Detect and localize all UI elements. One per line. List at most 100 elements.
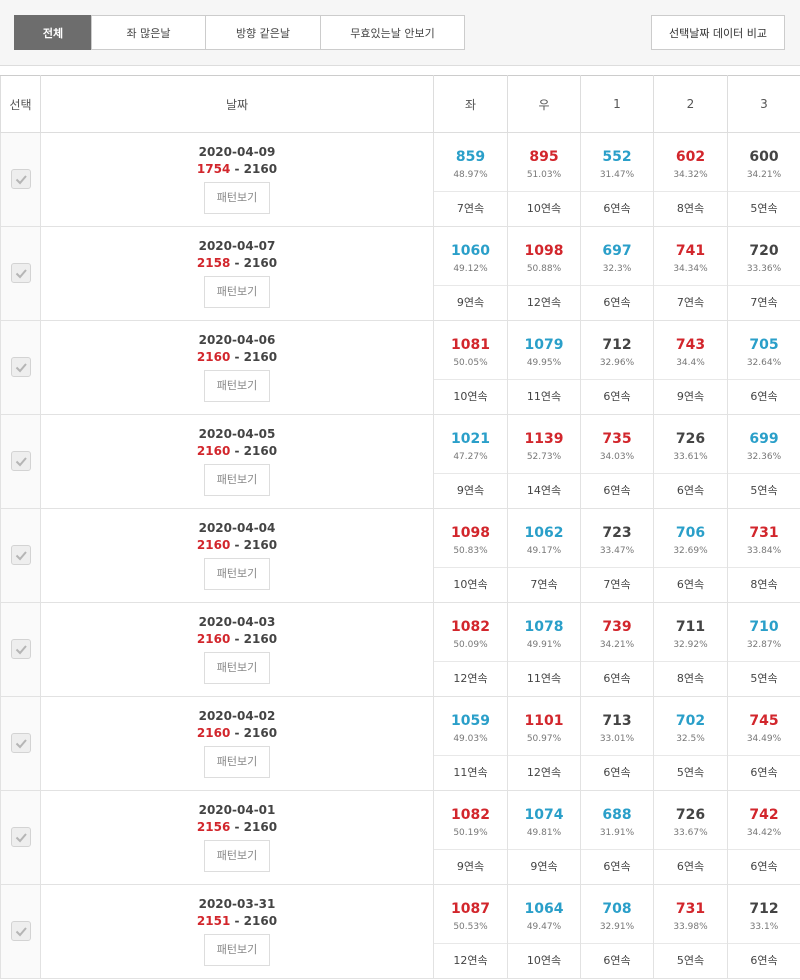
stat-streak: 5연속 — [750, 484, 778, 497]
check-icon — [15, 268, 27, 278]
pattern-button[interactable]: 패턴보기 — [204, 934, 270, 966]
stat-streak: 12연속 — [526, 296, 562, 309]
pattern-button[interactable]: 패턴보기 — [204, 840, 270, 872]
stat-value: 1078 — [524, 619, 564, 635]
stat-streak: 11연속 — [526, 390, 562, 403]
stat-percent: 34.21% — [599, 640, 635, 650]
stat-streak: 9연속 — [456, 484, 485, 497]
check-icon — [15, 362, 27, 372]
stat-percent: 49.91% — [526, 640, 562, 650]
stat-value: 741 — [675, 243, 706, 259]
date-cell: 2020-04-05 2160 - 2160 패턴보기 — [40, 414, 434, 509]
stat-percent: 32.92% — [673, 640, 708, 650]
stat-percent: 32.96% — [599, 358, 635, 368]
checkbox[interactable] — [10, 920, 31, 941]
count: 2160 — [196, 350, 231, 364]
stat-cell: 1062 49.17% 7연속 — [507, 508, 581, 603]
stat-streak: 6연속 — [603, 672, 631, 685]
stat-top: 745 34.49% — [728, 697, 800, 756]
stat-value: 1059 — [451, 713, 490, 729]
date-cell: 2020-04-06 2160 - 2160 패턴보기 — [40, 320, 434, 415]
stat-top: 600 34.21% — [728, 133, 800, 192]
stat-percent: 49.81% — [526, 828, 562, 838]
column-header: 2 — [653, 75, 728, 133]
pattern-button[interactable]: 패턴보기 — [204, 370, 270, 402]
stat-streak: 10연속 — [453, 390, 488, 403]
pattern-button[interactable]: 패턴보기 — [204, 746, 270, 778]
checkbox[interactable] — [10, 262, 31, 283]
stat-cell: 726 33.61% 6연속 — [653, 414, 728, 509]
stat-streak: 10연속 — [526, 202, 562, 215]
stat-streak: 8연속 — [676, 672, 705, 685]
checkbox[interactable] — [10, 826, 31, 847]
range: 2160 - 2160 — [41, 350, 433, 364]
stat-cell: 602 34.32% 8연속 — [653, 132, 728, 227]
total: 2160 — [243, 538, 278, 552]
stat-cell: 708 32.91% 6연속 — [580, 884, 654, 979]
stat-percent: 50.97% — [526, 734, 562, 744]
stat-value: 726 — [675, 807, 706, 823]
pattern-button[interactable]: 패턴보기 — [204, 558, 270, 590]
compare-button[interactable]: 선택날짜 데이터 비교 — [651, 15, 785, 50]
date-cell: 2020-04-07 2158 - 2160 패턴보기 — [40, 226, 434, 321]
stat-value: 735 — [602, 431, 632, 447]
stat-cell: 726 33.67% 6연속 — [653, 790, 728, 885]
stat-streak: 7연속 — [530, 578, 558, 591]
tab[interactable]: 전체 — [14, 15, 92, 50]
stat-cell: 1098 50.88% 12연속 — [507, 226, 581, 321]
checkbox[interactable] — [10, 356, 31, 377]
pattern-button[interactable]: 패턴보기 — [204, 652, 270, 684]
stat-top: 742 34.42% — [728, 791, 800, 850]
stat-value: 859 — [455, 149, 486, 165]
stat-percent: 48.97% — [453, 170, 488, 180]
stat-streak: 6연속 — [750, 860, 778, 873]
stat-cell: 1082 50.09% 12연속 — [433, 602, 508, 697]
date-cell: 2020-04-02 2160 - 2160 패턴보기 — [40, 696, 434, 791]
stat-streak: 5연속 — [676, 766, 705, 779]
stat-percent: 32.36% — [746, 452, 782, 462]
stat-cell: 1079 49.95% 11연속 — [507, 320, 581, 415]
date: 2020-04-06 — [198, 333, 276, 347]
stat-cell: 712 32.96% 6연속 — [580, 320, 654, 415]
checkbox[interactable] — [10, 450, 31, 471]
stat-streak: 6연속 — [750, 954, 778, 967]
checkbox[interactable] — [10, 732, 31, 753]
stat-cell: 1101 50.97% 12연속 — [507, 696, 581, 791]
checkbox[interactable] — [10, 638, 31, 659]
stat-value: 1081 — [451, 337, 490, 353]
stat-cell: 742 34.42% 6연속 — [727, 790, 800, 885]
stat-cell: 699 32.36% 5연속 — [727, 414, 800, 509]
stat-streak: 7연속 — [750, 296, 778, 309]
pattern-button[interactable]: 패턴보기 — [204, 182, 270, 214]
total: 2160 — [243, 162, 278, 176]
checkbox[interactable] — [10, 544, 31, 565]
stat-percent: 33.84% — [746, 546, 782, 556]
stat-percent: 49.47% — [526, 922, 562, 932]
pattern-button[interactable]: 패턴보기 — [204, 276, 270, 308]
stat-cell: 1098 50.83% 10연속 — [433, 508, 508, 603]
stat-streak: 9연속 — [676, 390, 705, 403]
stat-streak: 6연속 — [603, 296, 631, 309]
pattern-button[interactable]: 패턴보기 — [204, 464, 270, 496]
checkbox[interactable] — [10, 168, 31, 189]
stat-top: 697 32.3% — [581, 227, 653, 286]
tab[interactable]: 좌 많은날 — [91, 15, 206, 50]
tab[interactable]: 방향 같은날 — [205, 15, 321, 50]
range: 2151 - 2160 — [41, 914, 433, 928]
stat-top: 1081 50.05% — [434, 321, 507, 380]
stat-top: 1079 49.95% — [508, 321, 580, 380]
stat-percent: 49.03% — [453, 734, 488, 744]
stat-streak: 6연속 — [750, 390, 778, 403]
stat-cell: 735 34.03% 6연속 — [580, 414, 654, 509]
stat-value: 745 — [749, 713, 779, 729]
date: 2020-04-09 — [198, 145, 276, 159]
stat-value: 712 — [749, 901, 779, 917]
stat-cell: 552 31.47% 6연속 — [580, 132, 654, 227]
check-icon — [15, 456, 27, 466]
tab[interactable]: 무효있는날 안보기 — [320, 15, 465, 50]
stat-value: 726 — [675, 431, 706, 447]
stat-percent: 34.21% — [746, 170, 782, 180]
stat-value: 711 — [675, 619, 706, 635]
stat-percent: 33.67% — [673, 828, 708, 838]
check-icon — [15, 832, 27, 842]
